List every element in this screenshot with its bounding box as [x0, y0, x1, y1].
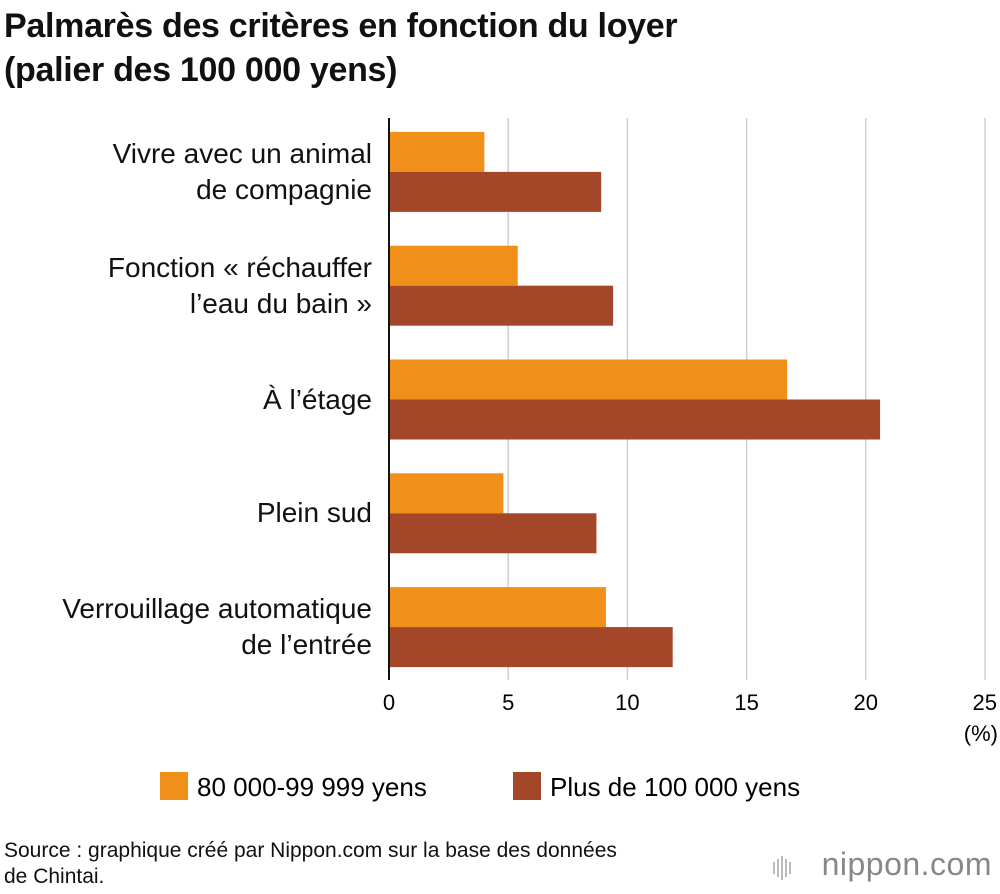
x-tick-label: 10 — [615, 690, 639, 715]
logo-icon — [773, 856, 791, 880]
bar — [389, 399, 881, 440]
bar — [389, 171, 602, 212]
bar — [389, 245, 518, 286]
legend-label: 80 000-99 999 yens — [197, 772, 427, 802]
x-tick-label: 15 — [734, 690, 758, 715]
y-tick-label: Fonction « réchauffer l’eau du bain » — [107, 251, 372, 319]
x-axis-unit: (%) — [964, 721, 998, 746]
bar — [389, 473, 504, 514]
y-tick-label: Vivre avec un animal de compagnie — [112, 137, 372, 205]
legend-label: Plus de 100 000 yens — [550, 772, 800, 802]
x-tick-label: 25 — [973, 690, 997, 715]
bar — [389, 131, 485, 172]
legend-swatch — [513, 772, 541, 800]
bar — [389, 513, 597, 554]
y-tick-label: Plein sud — [256, 497, 372, 529]
source-note: Source : graphique créé par Nippon.com s… — [4, 839, 617, 888]
x-tick-label: 5 — [502, 690, 514, 715]
x-tick-label: 0 — [383, 690, 395, 715]
logo: nippon.com — [821, 846, 992, 882]
bar — [389, 359, 788, 400]
legend-swatch — [160, 772, 188, 800]
y-tick-label: Verrouillage automatique de l’entrée — [62, 593, 372, 661]
chart-title: Palmarès des critères en fonction du loy… — [4, 7, 678, 89]
bar — [389, 627, 673, 668]
bar — [389, 587, 606, 628]
y-tick-label: À l’étage — [263, 383, 372, 415]
x-tick-label: 20 — [854, 690, 878, 715]
bar — [389, 285, 614, 326]
